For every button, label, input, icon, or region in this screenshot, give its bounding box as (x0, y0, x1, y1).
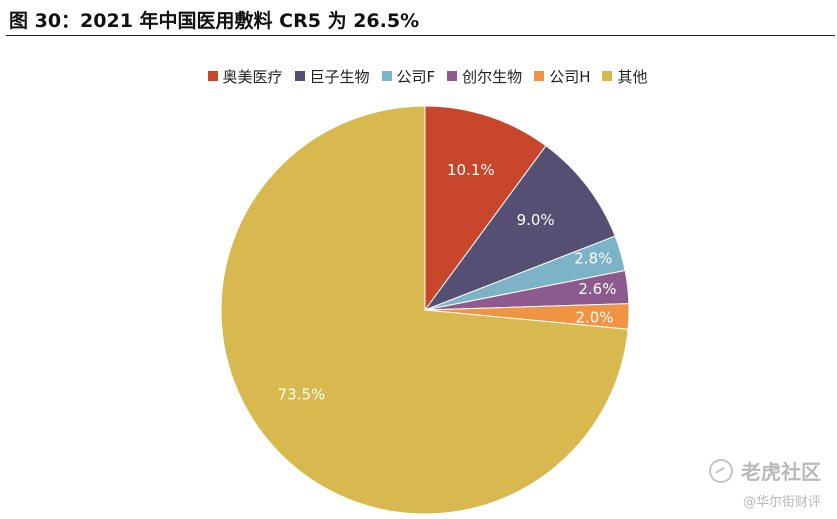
legend-label: 奥美医疗 (222, 67, 283, 86)
legend-label: 公司H (549, 67, 591, 86)
legend-label: 公司F (396, 67, 436, 86)
pie-slice (424, 105, 547, 312)
legend-item: 其他 (602, 66, 647, 87)
legend-item: 创尔生物 (447, 66, 522, 87)
watermark: 老虎社区 @华尔街财评 (709, 456, 821, 510)
legend-swatch (381, 71, 392, 81)
legend-label: 巨子生物 (309, 67, 370, 86)
pie-slice (423, 145, 616, 312)
legend-item: 公司F (381, 66, 436, 87)
slice-value-label: 73.5% (278, 386, 326, 404)
slice-value-label: 9.0% (517, 211, 555, 229)
chart-legend: 奥美医疗 巨子生物 公司F 创尔生物 公司H 其他 (0, 64, 837, 88)
title-divider (6, 35, 835, 36)
legend-item: 公司H (534, 66, 590, 87)
watermark-main: 老虎社区 (709, 456, 821, 485)
legend-item: 奥美医疗 (207, 66, 283, 87)
legend-swatch (447, 71, 458, 81)
watermark-main-text: 老虎社区 (741, 460, 821, 484)
tiger-logo-icon (709, 458, 733, 483)
legend-swatch (207, 71, 218, 81)
legend-label: 其他 (617, 67, 648, 86)
slice-value-label: 2.0% (575, 308, 613, 326)
legend-swatch (534, 71, 545, 81)
legend-item: 巨子生物 (294, 66, 370, 87)
slice-value-label: 2.6% (578, 280, 616, 298)
legend-swatch (294, 71, 305, 81)
slice-value-label: 10.1% (447, 161, 495, 179)
watermark-sub: @华尔街财评 (742, 495, 821, 510)
legend-label: 创尔生物 (462, 67, 523, 86)
pie-slice (220, 105, 629, 515)
legend-swatch (602, 71, 613, 81)
slice-value-label: 2.8% (574, 249, 612, 267)
figure-title: 图 30：2021 年中国医用敷料 CR5 为 26.5% (9, 10, 420, 32)
